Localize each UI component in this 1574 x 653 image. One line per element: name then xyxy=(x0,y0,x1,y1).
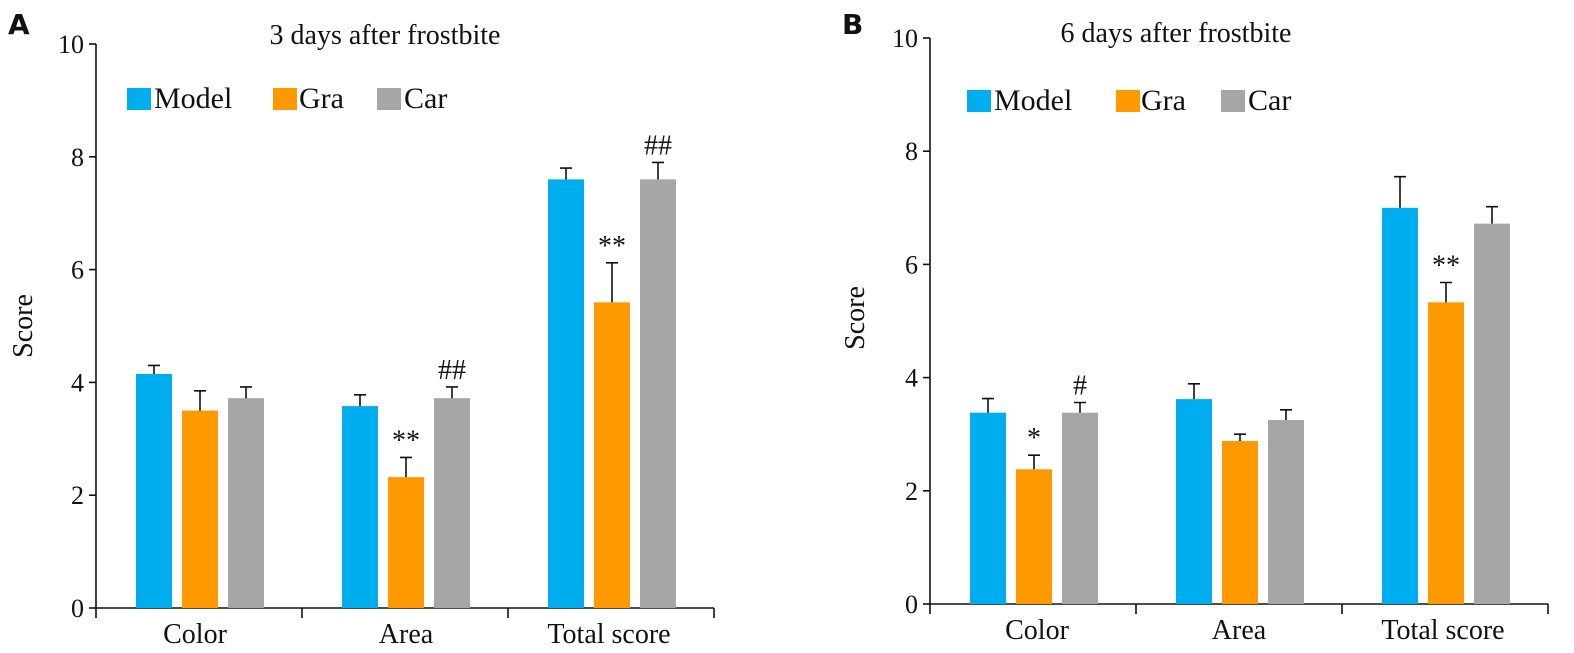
legend-label-gra: Gra xyxy=(299,82,344,115)
error-bar-model-area xyxy=(354,394,366,407)
error-bar-gra-area xyxy=(1234,433,1246,441)
panel-b-chart: B 6 days after frostbite Score Model Gra… xyxy=(840,8,1549,646)
error-bar-gra-total-score xyxy=(606,262,618,303)
y-axis: 0 2 4 6 8 10 xyxy=(892,24,931,619)
legend-swatch-car xyxy=(377,88,401,110)
bar-gra-total-score xyxy=(594,302,630,608)
bar-car-color xyxy=(1062,412,1098,604)
significance-marker: ## xyxy=(438,355,466,386)
y-tick-label: 6 xyxy=(905,250,918,279)
x-tick-label-color: Color xyxy=(1005,615,1069,646)
bar-model-total-score xyxy=(1382,207,1418,605)
panel-letter: A xyxy=(8,8,30,41)
bar-model-area xyxy=(342,406,378,608)
error-bar-model-color xyxy=(148,364,160,374)
bar-model-area xyxy=(1176,399,1212,604)
error-bar-gra-color xyxy=(194,390,206,411)
bar-model-color xyxy=(970,412,1006,604)
error-bar-car-area xyxy=(1280,409,1292,421)
y-axis-label: Score xyxy=(8,294,39,358)
bar-model-total-score xyxy=(548,179,584,609)
y-tick-label: 8 xyxy=(71,143,84,172)
y-axis-label: Score xyxy=(840,286,871,350)
legend-swatch-gra xyxy=(273,88,297,110)
error-bar-gra-color xyxy=(1028,454,1040,470)
legend-label-model: Model xyxy=(154,82,232,115)
significance-marker: * xyxy=(1027,423,1041,454)
y-tick-label: 2 xyxy=(71,481,84,510)
legend-swatch-car xyxy=(1221,90,1245,112)
legend: Model Gra Car xyxy=(967,84,1291,117)
x-tick-label-total-score: Total score xyxy=(547,619,670,650)
legend-swatch-model xyxy=(127,88,151,110)
y-tick-label: 10 xyxy=(892,24,918,53)
y-tick-label: 8 xyxy=(905,137,918,166)
error-bar-gra-total-score xyxy=(1440,281,1452,303)
bar-gra-color xyxy=(1016,469,1052,604)
error-bar-car-total-score xyxy=(652,161,664,180)
error-bar-model-total-score xyxy=(1394,175,1406,208)
bar-model-color xyxy=(136,373,172,608)
bar-marks: * # ** xyxy=(970,175,1510,605)
bar-car-total-score xyxy=(1474,223,1510,604)
significance-marker: ** xyxy=(1432,251,1460,282)
y-tick-label: 10 xyxy=(58,30,84,59)
legend: Model Gra Car xyxy=(127,82,447,115)
significance-marker: ** xyxy=(598,231,626,262)
bar-car-total-score xyxy=(640,179,676,609)
significance-marker: ## xyxy=(644,130,672,161)
bar-car-area xyxy=(1268,420,1304,604)
legend-label-model: Model xyxy=(994,84,1072,117)
error-bar-model-total-score xyxy=(560,167,572,180)
x-axis: Color Area Total score xyxy=(95,607,715,650)
significance-marker: ** xyxy=(392,425,420,456)
x-tick-label-color: Color xyxy=(163,619,227,650)
legend-label-car: Car xyxy=(404,82,447,115)
x-tick-label-area: Area xyxy=(379,619,434,650)
chart-title: 6 days after frostbite xyxy=(1061,18,1292,49)
bar-marks: ** ## ** ## xyxy=(136,130,676,609)
y-tick-label: 2 xyxy=(905,477,918,506)
y-tick-label: 0 xyxy=(905,590,918,619)
x-tick-label-total-score: Total score xyxy=(1381,615,1504,646)
error-bar-car-color xyxy=(1074,401,1086,413)
y-tick-label: 4 xyxy=(905,364,918,393)
error-bar-gra-area xyxy=(400,456,412,478)
bar-gra-area xyxy=(388,477,424,608)
bar-gra-total-score xyxy=(1428,302,1464,604)
panel-a-chart: A 3 days after frostbite Score Model Gra… xyxy=(8,8,715,650)
legend-label-car: Car xyxy=(1248,84,1291,117)
error-bar-car-color xyxy=(240,386,252,399)
y-axis: 0 2 4 6 8 10 xyxy=(58,30,97,623)
y-tick-label: 6 xyxy=(71,256,84,285)
significance-marker: # xyxy=(1073,371,1087,402)
panel-letter: B xyxy=(842,8,863,41)
legend-label-gra: Gra xyxy=(1141,84,1186,117)
error-bar-car-area xyxy=(446,386,458,399)
bar-car-color xyxy=(228,398,264,608)
legend-swatch-model xyxy=(967,90,991,112)
bar-gra-color xyxy=(182,410,218,608)
x-tick-label-area: Area xyxy=(1212,615,1267,646)
error-bar-car-total-score xyxy=(1486,205,1498,224)
y-tick-label: 0 xyxy=(71,594,84,623)
bar-gra-area xyxy=(1222,440,1258,604)
bar-car-area xyxy=(434,398,470,608)
chart-title: 3 days after frostbite xyxy=(270,20,501,51)
error-bar-model-color xyxy=(982,397,994,413)
y-tick-label: 4 xyxy=(71,368,84,397)
error-bar-model-area xyxy=(1188,383,1200,400)
x-axis: Color Area Total score xyxy=(929,603,1549,646)
legend-swatch-gra xyxy=(1116,90,1140,112)
